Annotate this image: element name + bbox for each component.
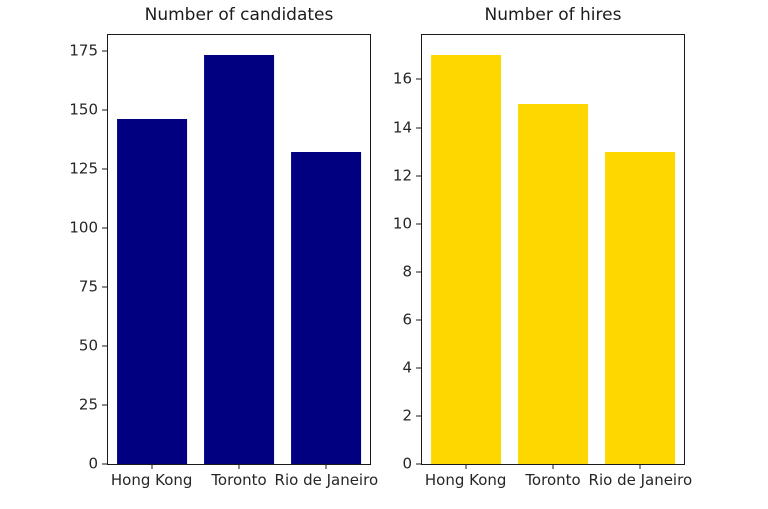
y-tick-label: 75 xyxy=(78,277,98,296)
plot-area-candidates: 0 25 50 75 100 125 150 175 Hong Kong Toronto Rio d… xyxy=(69,35,378,488)
y-tick-label: 125 xyxy=(69,159,98,178)
y-tick-label: 16 xyxy=(392,69,412,88)
y-tick-mark xyxy=(416,127,422,129)
y-tick-label: 10 xyxy=(392,214,412,233)
chart-title-hires: Number of hires xyxy=(484,5,622,25)
y-tick-mark xyxy=(416,271,422,273)
axes-number-of-hires: Number of hires 0 2 4 6 8 10 12 14 16 Hong Kong To… xyxy=(393,5,692,488)
bar-rio-de-janeiro xyxy=(605,151,676,464)
x-tick-mark xyxy=(552,464,554,469)
y-tick-mark xyxy=(102,227,108,229)
x-tick-label-toronto: Toronto xyxy=(525,471,581,489)
axes-number-of-candidates: Number of candidates 0 25 50 75 100 125 150 175… xyxy=(69,5,378,488)
x-tick-label-hong-kong: Hong Kong xyxy=(424,471,507,489)
y-tick-mark xyxy=(102,168,108,170)
y-tick-label: 50 xyxy=(78,336,98,355)
bar-hong-kong xyxy=(116,119,187,464)
bar-toronto xyxy=(204,55,274,464)
y-tick-label: 4 xyxy=(402,358,412,377)
y-tick-mark xyxy=(416,463,422,465)
x-tick-mark xyxy=(151,464,153,469)
x-tick-label-rio-de-janeiro: Rio de Janeiro xyxy=(274,471,379,489)
x-tick-label-hong-kong: Hong Kong xyxy=(110,471,193,489)
y-tick-mark xyxy=(416,367,422,369)
x-tick-mark xyxy=(639,464,641,469)
x-tick-mark xyxy=(238,464,240,469)
y-tick-mark xyxy=(102,404,108,406)
x-tick-mark xyxy=(325,464,327,469)
y-tick-label: 100 xyxy=(69,218,98,237)
y-tick-mark xyxy=(102,50,108,52)
bar-hong-kong xyxy=(430,55,501,464)
y-tick-mark xyxy=(102,109,108,111)
y-tick-label: 14 xyxy=(392,118,412,137)
chart-title-candidates: Number of candidates xyxy=(144,5,334,25)
y-tick-label: 175 xyxy=(69,41,98,60)
x-tick-label-toronto: Toronto xyxy=(211,471,267,489)
y-tick-label: 6 xyxy=(402,310,412,329)
x-tick-mark xyxy=(465,464,467,469)
y-tick-mark xyxy=(416,175,422,177)
y-tick-mark xyxy=(102,345,108,347)
y-tick-label: 150 xyxy=(69,100,98,119)
bar-toronto xyxy=(518,103,588,464)
x-tick-label-rio-de-janeiro: Rio de Janeiro xyxy=(588,471,693,489)
y-tick-mark xyxy=(102,286,108,288)
y-tick-label: 25 xyxy=(78,395,98,414)
plot-area-hires: 0 2 4 6 8 10 12 14 16 Hong Kong Toronto Rio de Jane… xyxy=(393,35,692,488)
bar-rio-de-janeiro xyxy=(291,152,362,464)
y-tick-label: 2 xyxy=(402,406,412,425)
y-tick-mark xyxy=(416,223,422,225)
y-tick-label: 0 xyxy=(88,454,98,473)
y-tick-label: 0 xyxy=(402,454,412,473)
y-tick-mark xyxy=(102,463,108,465)
y-tick-mark xyxy=(416,319,422,321)
y-tick-mark xyxy=(416,415,422,417)
y-tick-label: 12 xyxy=(392,166,412,185)
y-tick-mark xyxy=(416,78,422,80)
y-tick-label: 8 xyxy=(402,262,412,281)
